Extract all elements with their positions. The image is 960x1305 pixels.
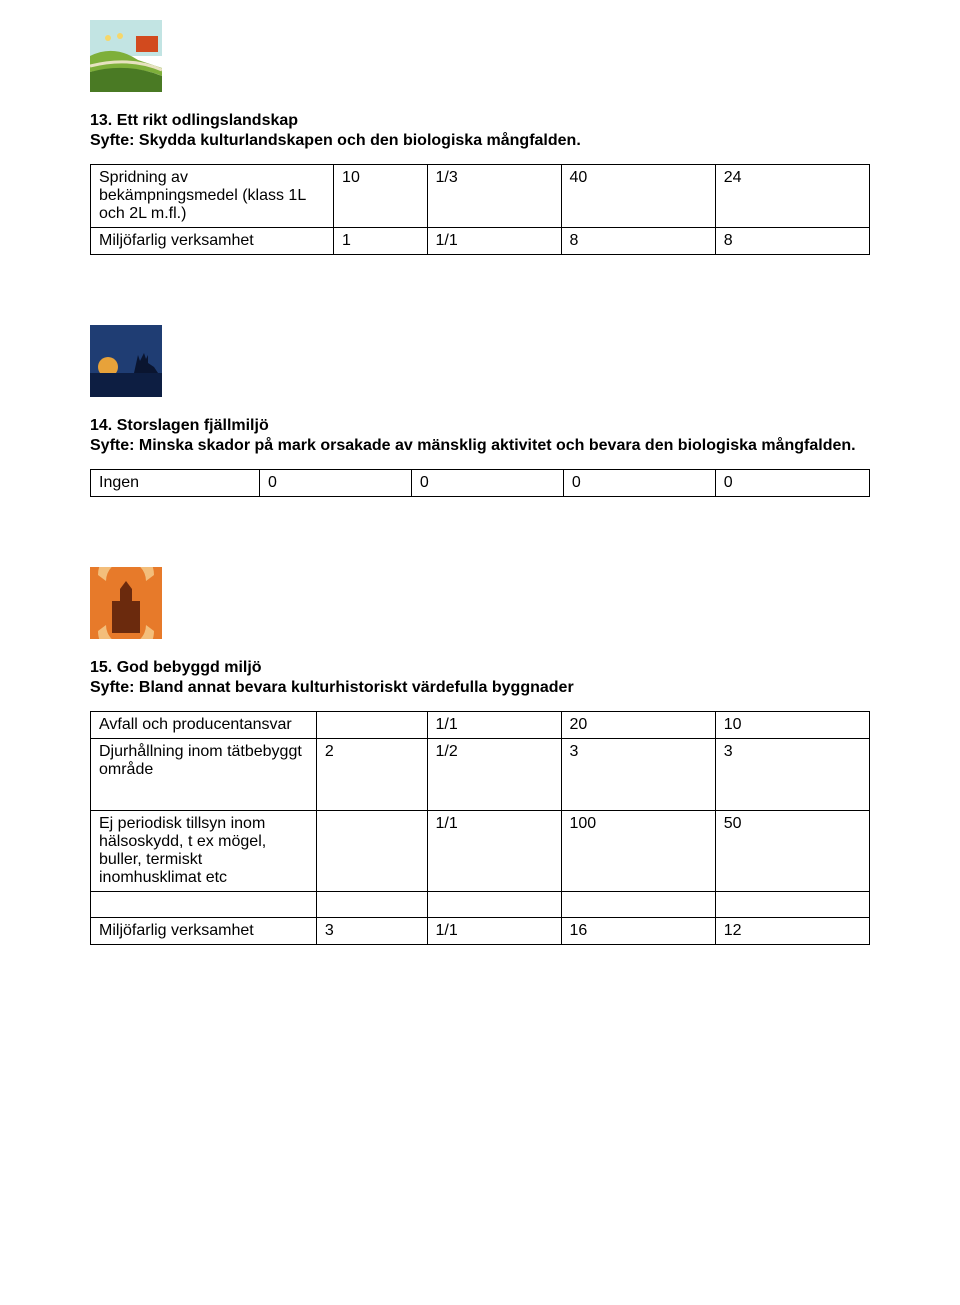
landscape-icon [90, 20, 162, 92]
section-13-subtitle: Syfte: Skydda kulturlandskapen och den b… [90, 132, 870, 150]
cell: 0 [563, 470, 715, 497]
cell: 3 [316, 918, 427, 945]
cell: 1/1 [427, 712, 561, 739]
row-label: Miljöfarlig verksamhet [91, 228, 334, 255]
cell: 1/2 [427, 739, 561, 811]
section-14: 14. Storslagen fjällmiljö Syfte: Minska … [90, 325, 870, 497]
cell [715, 892, 869, 918]
cell: 10 [334, 165, 427, 228]
cell: 1/3 [427, 165, 561, 228]
cell: 8 [561, 228, 715, 255]
table-row [91, 892, 870, 918]
row-label: Ej periodisk tillsyn inom hälsoskydd, t … [91, 811, 317, 892]
cell: 16 [561, 918, 715, 945]
cell: 50 [715, 811, 869, 892]
building-icon [90, 567, 162, 639]
cell [561, 892, 715, 918]
cell [316, 712, 427, 739]
cell: 20 [561, 712, 715, 739]
section-13: 13. Ett rikt odlingslandskap Syfte: Skyd… [90, 20, 870, 255]
cell: 0 [260, 470, 412, 497]
row-label: Spridning av bekämpningsmedel (klass 1L … [91, 165, 334, 228]
table-row: Ingen 0 0 0 0 [91, 470, 870, 497]
cell: 10 [715, 712, 869, 739]
cell: 1 [334, 228, 427, 255]
mountain-icon [90, 325, 162, 397]
table-row: Miljöfarlig verksamhet 1 1/1 8 8 [91, 228, 870, 255]
cell: 3 [561, 739, 715, 811]
section-14-table: Ingen 0 0 0 0 [90, 469, 870, 497]
section-15-title: 15. God bebyggd miljö [90, 659, 870, 677]
cell: 0 [411, 470, 563, 497]
table-row: Miljöfarlig verksamhet 3 1/1 16 12 [91, 918, 870, 945]
row-label: Djurhållning inom tätbebyggt område [91, 739, 317, 811]
cell: 1/1 [427, 811, 561, 892]
section-14-subtitle: Syfte: Minska skador på mark orsakade av… [90, 437, 870, 455]
cell [316, 811, 427, 892]
section-15-subtitle: Syfte: Bland annat bevara kulturhistoris… [90, 679, 870, 697]
table-row: Spridning av bekämpningsmedel (klass 1L … [91, 165, 870, 228]
cell [91, 892, 317, 918]
cell: 3 [715, 739, 869, 811]
cell: 12 [715, 918, 869, 945]
cell: 1/1 [427, 228, 561, 255]
cell: 40 [561, 165, 715, 228]
section-13-title: 13. Ett rikt odlingslandskap [90, 112, 870, 130]
cell: 24 [715, 165, 869, 228]
row-label: Ingen [91, 470, 260, 497]
cell: 0 [715, 470, 869, 497]
section-14-title: 14. Storslagen fjällmiljö [90, 417, 870, 435]
table-row: Djurhållning inom tätbebyggt område 2 1/… [91, 739, 870, 811]
section-15-table: Avfall och producentansvar 1/1 20 10 Dju… [90, 711, 870, 945]
cell: 100 [561, 811, 715, 892]
section-15: 15. God bebyggd miljö Syfte: Bland annat… [90, 567, 870, 945]
cell [427, 892, 561, 918]
table-row: Ej periodisk tillsyn inom hälsoskydd, t … [91, 811, 870, 892]
cell: 2 [316, 739, 427, 811]
cell: 1/1 [427, 918, 561, 945]
row-label: Avfall och producentansvar [91, 712, 317, 739]
row-label: Miljöfarlig verksamhet [91, 918, 317, 945]
section-13-table: Spridning av bekämpningsmedel (klass 1L … [90, 164, 870, 255]
cell [316, 892, 427, 918]
cell: 8 [715, 228, 869, 255]
table-row: Avfall och producentansvar 1/1 20 10 [91, 712, 870, 739]
